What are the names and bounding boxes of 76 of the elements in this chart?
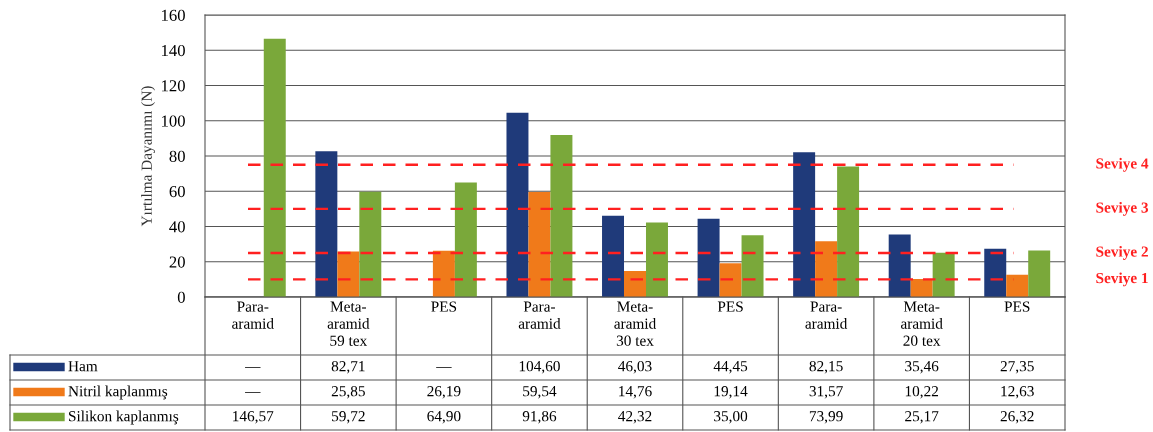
bar	[315, 151, 338, 297]
bar	[1006, 274, 1029, 297]
bar	[888, 234, 911, 297]
data-label: 59,72	[332, 411, 365, 424]
data-label: 19,14	[714, 386, 748, 399]
ref-line-label: Seviye 3	[1096, 201, 1149, 216]
data-label: 26,32	[1000, 411, 1034, 424]
data-label: 35,46	[905, 361, 939, 374]
text: —	[245, 367, 261, 368]
y-tick-label: 20	[169, 256, 185, 268]
bar	[984, 248, 1007, 297]
bar	[337, 251, 360, 297]
bar	[697, 218, 720, 297]
bar	[454, 182, 477, 297]
bar	[741, 235, 764, 297]
data-label: 91,86	[522, 411, 557, 424]
data-label: 82,15	[809, 361, 843, 374]
legend-label: Silikon kaplanmış	[69, 410, 179, 425]
x-tick-label: Para- aramid	[232, 301, 274, 329]
bar	[263, 38, 286, 297]
text: —	[245, 392, 261, 393]
y-tick-label: 40	[169, 221, 185, 233]
data-label: 27,35	[1000, 361, 1034, 374]
y-tick-label: 120	[162, 80, 185, 92]
y-tick-label: 80	[169, 150, 185, 162]
y-tick-label: 160	[162, 9, 185, 21]
data-label: 82,71	[331, 361, 365, 374]
bar	[1028, 250, 1051, 297]
bar	[359, 191, 382, 297]
bar	[624, 270, 646, 297]
data-label: 35,00	[714, 411, 748, 424]
bar	[528, 192, 551, 297]
legend-label: Nitril kaplanmış	[68, 385, 168, 400]
x-tick-label: PES	[431, 301, 457, 312]
data-label: 10,22	[905, 386, 939, 399]
bar	[602, 215, 625, 297]
x-tick-label: Para- aramid	[805, 301, 848, 329]
y-tick-label: 100	[162, 115, 185, 127]
ref-line-label: Seviye 4	[1096, 157, 1149, 172]
text: —	[436, 367, 452, 368]
y-axis-title: Yırtılma Dayanımı (N)	[141, 86, 155, 227]
data-label: 14,76	[619, 386, 652, 399]
data-label: 31,57	[809, 386, 843, 399]
y-tick-label: 140	[162, 44, 185, 57]
x-tick-label: Meta- aramid 30 tex	[614, 301, 657, 346]
x-tick-label: PES	[717, 301, 743, 312]
data-label: 25,17	[905, 411, 939, 424]
data-label: 59,54	[523, 386, 557, 399]
data-label: 44,45	[713, 361, 748, 374]
bar	[793, 152, 816, 297]
x-tick-label: Meta- aramid 20 tex	[901, 301, 943, 346]
ref-line-label: Seviye 1	[1096, 272, 1148, 287]
data-label: 12,63	[1001, 386, 1034, 399]
bar	[550, 135, 573, 297]
data-label: 146,57	[233, 411, 274, 424]
ref-line-label: Seviye 2	[1096, 245, 1148, 260]
data-label: 73,99	[809, 411, 843, 424]
bar	[645, 222, 668, 297]
data-label: 25,85	[331, 386, 365, 399]
y-tick-label: 0	[177, 291, 185, 303]
data-label: 104,60	[519, 361, 560, 374]
data-label: 46,03	[618, 361, 652, 374]
x-tick-label: Meta- aramid 59 tex	[327, 301, 370, 346]
y-tick-label: 60	[169, 185, 185, 198]
data-label: 26,19	[427, 386, 461, 399]
bar	[837, 166, 860, 297]
bar	[815, 241, 838, 297]
bar	[506, 112, 529, 297]
bar	[719, 263, 742, 297]
x-tick-label: PES	[1004, 301, 1030, 312]
legend-label: Ham	[68, 361, 98, 372]
bar	[432, 250, 455, 297]
data-label: 42,32	[618, 411, 652, 424]
x-tick-label: Para- aramid	[518, 301, 561, 329]
data-label: 64,90	[427, 411, 461, 424]
bar	[932, 252, 955, 297]
